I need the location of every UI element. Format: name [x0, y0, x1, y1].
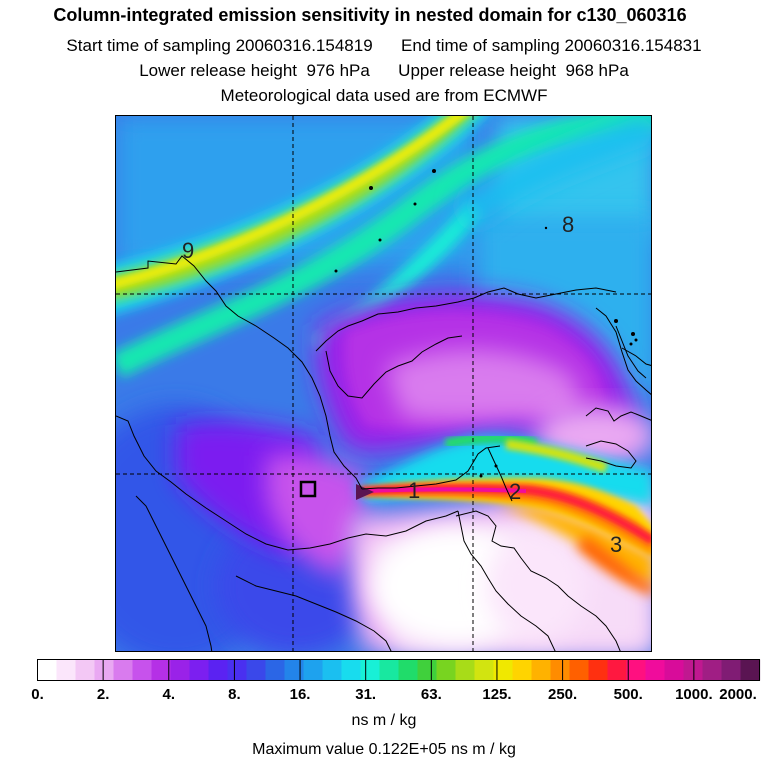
upper-release-label: Upper release height — [398, 61, 556, 80]
colorbar-bin — [493, 659, 514, 681]
colorbar-bin — [474, 659, 495, 681]
colorbar-bin — [227, 659, 248, 681]
colorbar-bin — [284, 659, 305, 681]
colorbar — [37, 659, 761, 681]
release-line: Lower release height 976 hPa Upper relea… — [0, 61, 768, 81]
start-value: 20060316.154819 — [235, 36, 373, 55]
colorbar-bin — [360, 659, 381, 681]
contour-label-1: 1 — [408, 478, 420, 503]
colorbar-tick-label: 2000. — [719, 686, 757, 703]
colorbar-bin — [626, 659, 647, 681]
plot-title: Column-integrated emission sensitivity i… — [53, 5, 687, 25]
maximum-units: ns m / kg — [450, 741, 516, 758]
colorbar-tick-label: 31. — [355, 686, 377, 703]
contour-label-8: 8 — [562, 212, 574, 237]
sampling-line: Start time of sampling 20060316.154819 E… — [0, 36, 768, 56]
colorbar-bin — [56, 659, 77, 681]
colorbar-tick-label: 125. — [482, 686, 512, 703]
colorbar-bin — [417, 659, 438, 681]
start-label: Start time of sampling — [66, 36, 231, 55]
colorbar-bin — [75, 659, 96, 681]
colorbar-tick-label: 1000. — [675, 686, 713, 703]
colorbar-bin — [379, 659, 400, 681]
colorbar-bin — [550, 659, 571, 681]
maximum-value: 0.122E+05 — [368, 741, 447, 758]
colorbar-tick-label: 250. — [547, 686, 578, 703]
colorbar-bin — [607, 659, 628, 681]
colorbar-bin — [588, 659, 609, 681]
colorbar-bin — [170, 659, 191, 681]
islands — [334, 169, 638, 478]
contour-labels: 9 8 1 2 3 — [182, 212, 622, 557]
colorbar-bin — [151, 659, 172, 681]
map-gridlines — [116, 116, 651, 651]
colorbar-bin — [132, 659, 153, 681]
end-label: End time of sampling — [401, 36, 560, 55]
sensitivity-map: 9 8 1 2 3 — [115, 115, 652, 652]
colorbar-bin — [398, 659, 419, 681]
contour-label-9: 9 — [182, 238, 194, 263]
upper-release-value: 968 hPa — [565, 61, 629, 80]
colorbar-bin — [664, 659, 685, 681]
met-data-line: Meteorological data used are from ECMWF — [220, 86, 548, 105]
maximum-value-line: Maximum value 0.122E+05 ns m / kg — [0, 741, 768, 759]
colorbar-bin — [208, 659, 229, 681]
colorbar-bin — [113, 659, 134, 681]
colorbar-bin — [303, 659, 324, 681]
colorbar-bin — [455, 659, 476, 681]
lower-release-value: 976 hPa — [306, 61, 370, 80]
colorbar-bin — [702, 659, 723, 681]
contour-label-2: 2 — [509, 479, 521, 504]
maximum-label: Maximum value — [252, 741, 365, 758]
colorbar-tick-label: 16. — [289, 686, 311, 703]
colorbar-bin — [189, 659, 210, 681]
colorbar-bin — [94, 659, 115, 681]
colorbar-bin — [569, 659, 590, 681]
colorbar-bin — [265, 659, 286, 681]
receptor-marker — [299, 480, 317, 498]
colorbar-bin — [322, 659, 343, 681]
colorbar-tick-label: 0. — [31, 686, 44, 703]
lower-release-label: Lower release height — [139, 61, 298, 80]
colorbar-bin — [512, 659, 533, 681]
colorbar-bin — [740, 659, 761, 681]
colorbar-tick-label: 8. — [228, 686, 241, 703]
colorbar-bin — [721, 659, 742, 681]
colorbar-tick-label: 4. — [162, 686, 176, 703]
colorbar-tick-label: 2. — [96, 686, 110, 703]
colorbar-bin — [246, 659, 267, 681]
sensitivity-field — [116, 116, 651, 651]
colorbar-bin — [436, 659, 457, 681]
colorbar-bin — [531, 659, 552, 681]
colorbar-bin — [341, 659, 362, 681]
colorbar-bin — [683, 659, 704, 681]
colorbar-bin — [645, 659, 666, 681]
colorbar-tick-label: 63. — [420, 686, 442, 703]
colorbar-tick-label: 500. — [613, 686, 643, 703]
contour-label-3: 3 — [610, 532, 622, 557]
colorbar-bin — [37, 659, 58, 681]
colorbar-units: ns m / kg — [351, 712, 417, 729]
end-value: 20060316.154831 — [564, 36, 702, 55]
coastlines — [116, 255, 651, 651]
